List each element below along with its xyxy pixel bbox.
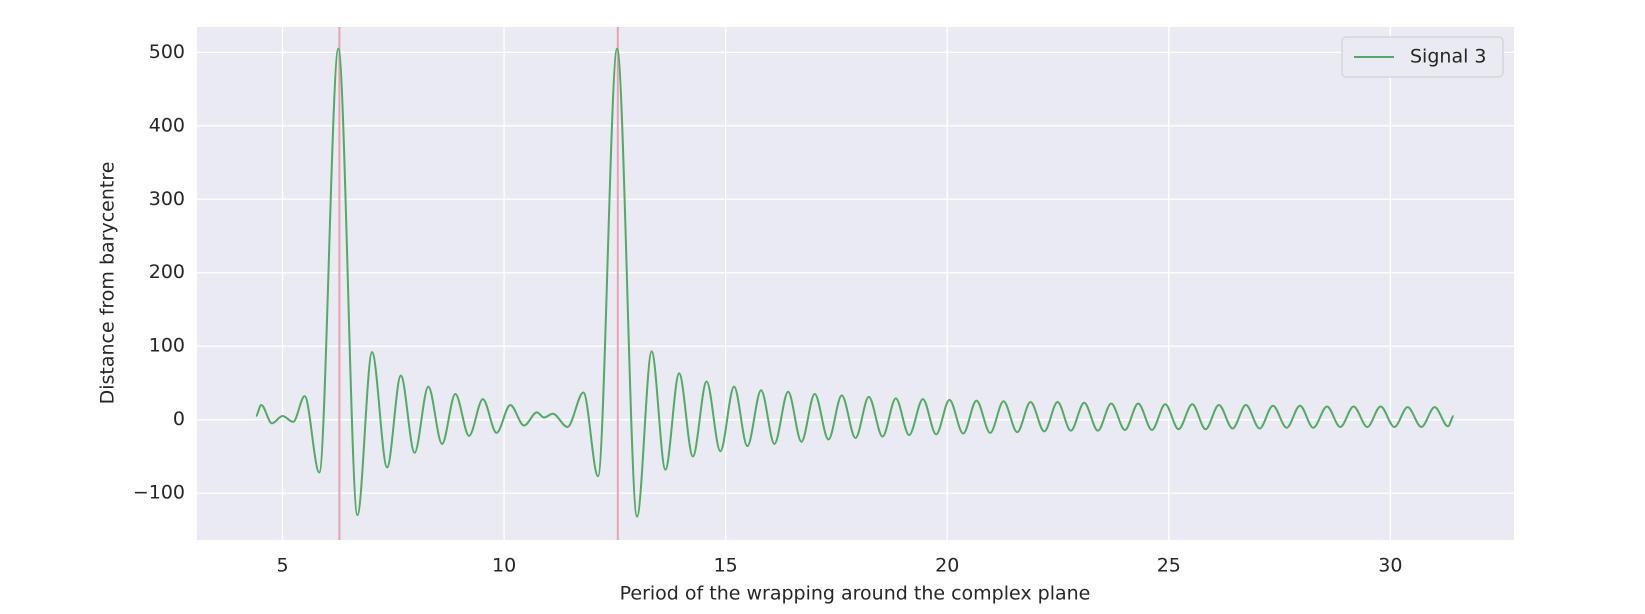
x-tick-label: 30 [1378, 555, 1402, 577]
y-tick-label: 0 [173, 408, 185, 430]
marks [255, 27, 1455, 540]
y-tick-label: 200 [149, 261, 185, 283]
x-axis-label: Period of the wrapping around the comple… [620, 583, 1091, 605]
plot-area [197, 27, 1514, 540]
x-tick-label: 25 [1157, 555, 1181, 577]
y-tick-label: 400 [149, 114, 185, 136]
x-tick-label: 20 [935, 555, 959, 577]
legend: Signal 3 [1341, 36, 1504, 78]
data-line [255, 47, 1455, 518]
x-tick-label: 5 [276, 555, 288, 577]
y-tick-label: −100 [133, 482, 185, 504]
y-tick-label: 100 [149, 335, 185, 357]
legend-box [1341, 36, 1504, 78]
legend-label: Signal 3 [1410, 46, 1487, 68]
x-tick-label: 10 [492, 555, 516, 577]
x-tick-label: 15 [714, 555, 738, 577]
y-tick-label: 300 [149, 188, 185, 210]
y-axis-label: Distance from barycentre [97, 162, 119, 405]
grid [197, 27, 1514, 540]
y-tick-label: 500 [149, 41, 185, 63]
